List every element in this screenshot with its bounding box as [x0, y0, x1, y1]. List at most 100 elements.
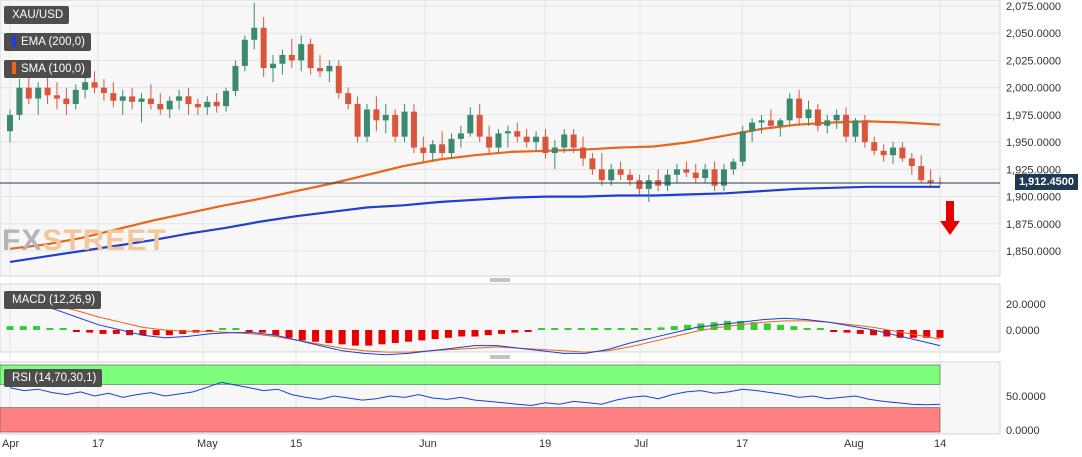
y-tick-label: 1,975.0000: [1006, 110, 1061, 122]
candle-body: [645, 180, 652, 189]
macd-histogram-bar: [405, 330, 413, 342]
candle-body: [401, 111, 408, 137]
candle-body: [63, 98, 70, 104]
macd-line: [9, 300, 941, 356]
candle-body: [232, 65, 239, 91]
macd-histogram-bar: [312, 330, 320, 342]
candle-body: [551, 147, 558, 153]
candle-body: [890, 147, 897, 156]
candle-body: [7, 114, 13, 132]
candle-body: [702, 169, 709, 179]
x-tick-label: 14: [934, 438, 946, 450]
y-tick-label: 1,850.0000: [1006, 246, 1061, 258]
candle-body: [533, 136, 540, 143]
macd-histogram-bar: [458, 330, 466, 337]
candle-body: [100, 87, 107, 94]
macd-histogram-bar: [498, 330, 506, 334]
candle-body: [476, 114, 483, 137]
macd-histogram-bar: [750, 322, 758, 330]
macd-legend: MACD (12,26,9): [4, 291, 102, 309]
candle-body: [627, 174, 633, 181]
macd-histogram-bar: [524, 330, 532, 332]
candle-body: [241, 39, 248, 66]
candle-body: [617, 169, 624, 175]
candle-body: [363, 109, 370, 137]
macd-histogram-bar: [471, 330, 479, 337]
macd-histogram-bar: [936, 330, 944, 338]
macd-histogram-bar: [165, 330, 173, 336]
macd-histogram-bar: [272, 330, 280, 336]
rsi-line: [9, 381, 941, 407]
macd-histogram-bar: [33, 326, 41, 330]
candle-body: [739, 131, 746, 162]
ema-legend-text: EMA (200,0): [21, 36, 85, 48]
macd-histogram-bar: [870, 330, 878, 336]
macd-histogram-bar: [777, 324, 785, 330]
macd-histogram-bar: [152, 330, 160, 336]
y-tick-label: 1,900.0000: [1006, 192, 1061, 204]
macd-histogram-bar: [72, 330, 80, 332]
x-tick-label: 19: [539, 438, 551, 450]
macd-histogram-bar: [537, 328, 545, 330]
candle-body: [927, 180, 934, 183]
candle-body: [288, 55, 295, 61]
candle-body: [157, 104, 164, 110]
macd-histogram-bar: [391, 330, 399, 343]
candle-body: [805, 109, 812, 119]
macd-histogram-bar: [431, 330, 439, 340]
macd-histogram-bar: [139, 330, 147, 336]
candle-body: [335, 65, 342, 94]
rsi-oversold-zone: [0, 407, 941, 433]
macd-histogram-bar: [298, 330, 306, 341]
candle-body: [53, 95, 60, 99]
macd-y-tick: 0.0000: [1006, 325, 1040, 337]
watermark-part2: STREET: [42, 224, 167, 257]
macd-histogram-bar: [684, 324, 692, 330]
candle-body: [833, 114, 840, 121]
candle-body: [176, 96, 183, 101]
candle-body: [35, 87, 42, 99]
macd-histogram-bar: [258, 330, 266, 333]
candle-body: [486, 136, 493, 148]
macd-histogram-bar: [790, 326, 798, 330]
macd-histogram-bar: [219, 328, 227, 330]
x-tick-label: Aug: [844, 438, 864, 450]
candle-body: [307, 44, 314, 69]
candle-body: [899, 147, 906, 159]
macd-histogram-bar: [444, 330, 452, 338]
candle-body: [392, 114, 399, 137]
candle-body: [147, 98, 154, 104]
macd-histogram-bar: [723, 320, 731, 330]
candle-body: [429, 144, 436, 153]
candle-body: [871, 142, 878, 151]
instrument-label: XAU/USD: [4, 6, 70, 24]
candle-body: [223, 90, 230, 107]
watermark-part1: FX: [2, 224, 43, 257]
candle-body: [767, 120, 774, 126]
candle-body: [204, 101, 211, 108]
candle-body: [166, 100, 173, 110]
candle-body: [523, 136, 530, 143]
candle-body: [270, 63, 277, 69]
candle-body: [749, 122, 756, 132]
macd-histogram-bar: [909, 330, 917, 338]
candle-body: [843, 114, 850, 137]
candle-body: [129, 96, 136, 102]
macd-histogram-bar: [630, 328, 638, 330]
candle-body: [260, 27, 267, 69]
macd-histogram-bar: [6, 326, 14, 330]
rsi-overbought-zone: [0, 364, 941, 385]
macd-histogram-bar: [710, 322, 718, 330]
rsi-y-tick: 0.0000: [1006, 425, 1040, 437]
candle-body: [194, 104, 201, 108]
candle-body: [673, 169, 680, 175]
macd-histogram-bar: [418, 330, 426, 341]
macd-histogram-bar: [803, 328, 811, 330]
macd-histogram-bar: [112, 330, 120, 334]
ema-legend: EMA (200,0): [4, 33, 91, 51]
candle-body: [561, 134, 568, 148]
candle-body: [918, 166, 925, 181]
macd-histogram-bar: [763, 323, 771, 330]
macd-histogram-bar: [591, 328, 599, 330]
y-tick-label: 1,950.0000: [1006, 137, 1061, 149]
